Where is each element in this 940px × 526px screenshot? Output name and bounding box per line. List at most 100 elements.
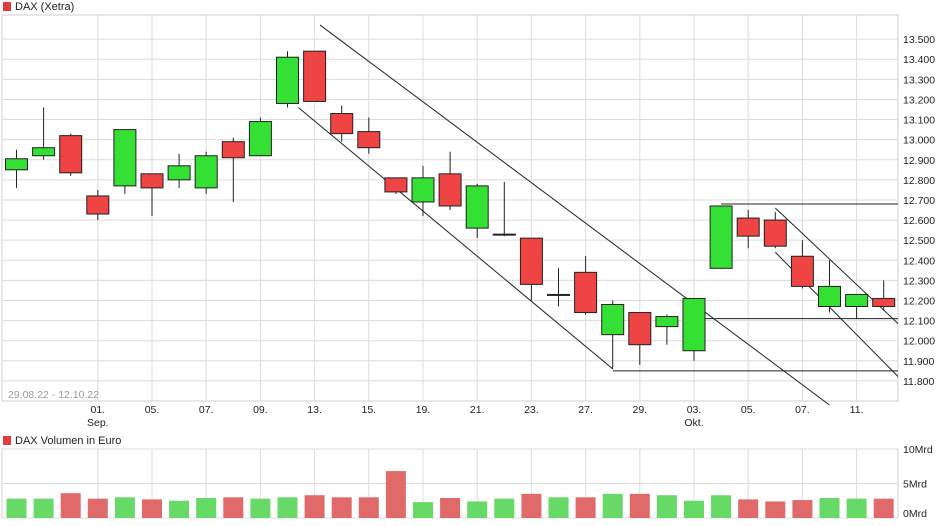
price-y-tick-label: 13.500 <box>903 34 935 46</box>
price-panel-frame <box>1 14 899 402</box>
candle-body <box>547 293 570 296</box>
trendlines <box>298 24 898 406</box>
volume-bar <box>711 495 732 518</box>
candle-body <box>276 56 299 104</box>
price-x-axis: 01. 05. 07. 09. 13. 15. 19. 21. 23. 27. 29. 03. 05. 0… <box>87 404 864 429</box>
candle-body <box>59 135 83 174</box>
candle <box>140 173 164 217</box>
candle-body <box>628 312 652 346</box>
candle-body <box>411 177 435 203</box>
candle-body <box>5 158 28 171</box>
volume-bar <box>467 501 488 518</box>
date-range-label: 29.08.22 - 12.10.22 <box>8 389 99 401</box>
volume-title-marker <box>3 436 11 445</box>
volume-bar <box>548 497 569 518</box>
candle <box>682 297 706 361</box>
volume-bar <box>873 498 894 518</box>
volume-bar <box>6 498 27 518</box>
volume-bar <box>304 495 325 518</box>
candle-body <box>194 155 218 189</box>
volume-bar <box>196 497 217 518</box>
price-y-tick-label: 12.100 <box>903 316 935 328</box>
candle-body <box>655 316 679 328</box>
price-x-tick-label: 09. <box>253 404 268 416</box>
price-y-tick-label: 12.600 <box>903 215 935 227</box>
candle <box>113 129 137 194</box>
candle-body <box>682 297 706 352</box>
candle <box>276 51 299 108</box>
candle <box>872 280 896 311</box>
volume-bar <box>331 497 352 518</box>
price-y-tick-label: 12.300 <box>903 275 935 287</box>
volume-bar <box>656 495 677 518</box>
candle <box>655 314 679 345</box>
price-y-tick-label: 12.800 <box>903 175 935 187</box>
volume-bar <box>87 498 108 518</box>
volume-bar <box>33 498 54 518</box>
candle <box>790 240 814 289</box>
candle-body <box>438 173 462 207</box>
candle-body <box>167 165 191 181</box>
candle <box>86 189 110 221</box>
candle <box>492 181 516 237</box>
candle-body <box>303 50 327 102</box>
candle <box>465 183 489 239</box>
candle <box>303 50 327 102</box>
candle-body <box>113 129 137 187</box>
candle-body <box>601 304 625 336</box>
price-x-tick-label: 05. <box>145 404 160 416</box>
volume-bar <box>575 497 596 518</box>
price-y-tick-label: 12.900 <box>903 155 935 167</box>
price-x-month-label: Sep. <box>87 417 109 429</box>
price-y-tick-label: 13.200 <box>903 94 935 106</box>
candle <box>248 117 272 157</box>
candle-body <box>519 237 543 285</box>
candle <box>330 105 354 142</box>
price-y-tick-label: 12.200 <box>903 295 935 307</box>
volume-bar <box>169 500 190 518</box>
price-y-axis: 11.800 11.900 12.000 12.100 12.200 12.300 12.4… <box>903 34 935 388</box>
candle <box>763 212 787 249</box>
volume-bar <box>521 493 542 518</box>
volume-bar <box>684 500 704 518</box>
price-x-tick-label: 21. <box>470 404 485 416</box>
volume-bars <box>6 471 894 518</box>
price-x-tick-label: 01. <box>90 404 105 416</box>
price-y-tick-label: 13.000 <box>903 135 935 147</box>
price-x-tick-label: 07. <box>795 404 810 416</box>
volume-bar <box>277 497 298 518</box>
price-y-tick-label: 13.300 <box>903 74 935 86</box>
trendline <box>774 207 898 325</box>
volume-y-axis: 0Mrd 5Mrd 10Mrd <box>903 444 933 520</box>
candle-body <box>384 177 408 193</box>
candle <box>547 268 570 307</box>
volume-bar <box>114 497 135 518</box>
candle-body <box>492 233 516 236</box>
candle-body <box>736 217 760 237</box>
volume-y-tick-label: 0Mrd <box>903 508 927 520</box>
price-x-tick-label: 05. <box>741 404 756 416</box>
candle <box>357 117 381 154</box>
price-x-tick-label: 19. <box>416 404 431 416</box>
candle-body <box>330 113 354 135</box>
candle-body <box>248 121 272 157</box>
volume-bar <box>223 497 244 518</box>
price-x-tick-label: 27. <box>578 404 593 416</box>
candle <box>167 153 191 188</box>
candle <box>601 300 625 369</box>
candle <box>411 165 435 217</box>
trendline <box>298 107 614 370</box>
candle-body <box>465 185 489 229</box>
volume-y-tick-label: 5Mrd <box>903 479 927 491</box>
price-y-tick-label: 12.400 <box>903 255 935 267</box>
trendline <box>319 24 830 406</box>
candle-body <box>790 255 814 287</box>
candle <box>32 107 56 160</box>
candle <box>736 210 760 249</box>
candle-body <box>763 219 787 247</box>
volume-y-tick-label: 10Mrd <box>903 444 933 456</box>
candle <box>59 133 83 176</box>
price-x-tick-label: 11. <box>850 404 864 416</box>
candle-body <box>32 147 56 157</box>
